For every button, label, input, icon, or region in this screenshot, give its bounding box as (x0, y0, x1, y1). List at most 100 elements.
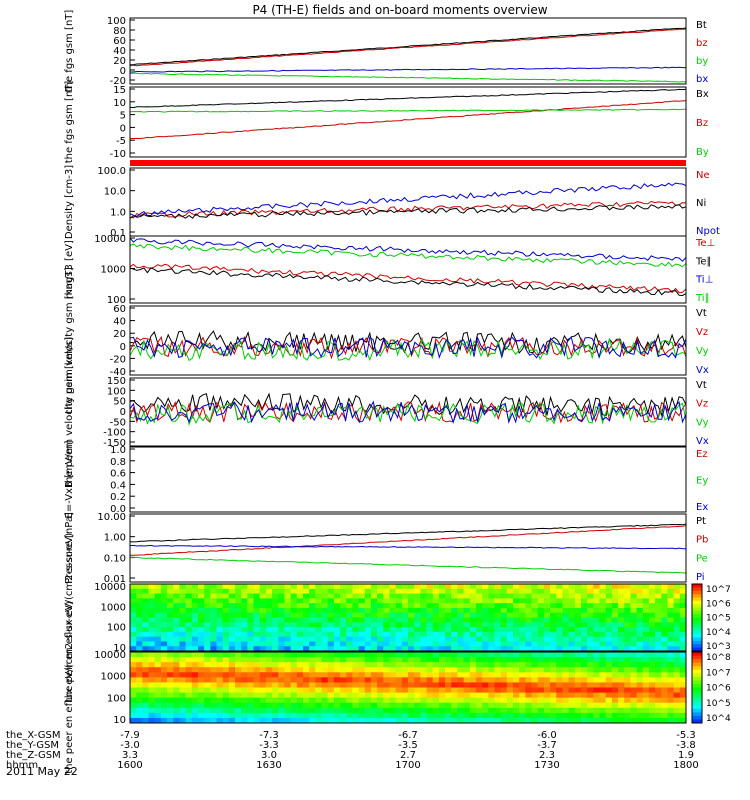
heatmap-cell (673, 612, 681, 618)
heatmap-cell (148, 697, 156, 704)
heatmap-cell (173, 607, 180, 614)
heatmap-cell (321, 636, 329, 642)
heatmap-cell (580, 677, 588, 683)
heatmap-cell (290, 652, 298, 658)
heatmap-cell (408, 617, 415, 623)
heatmap-cell (167, 612, 174, 618)
heatmap-cell (327, 662, 335, 668)
colorbar-cell (692, 587, 702, 592)
heatmap-cell (605, 588, 613, 595)
heatmap-cell (364, 697, 372, 704)
heatmap-cell (482, 692, 489, 699)
heatmap-cell (222, 598, 230, 604)
heatmap-cell (426, 667, 434, 673)
heatmap-cell (661, 598, 668, 604)
heatmap-cell (673, 712, 681, 719)
heatmap-cell (655, 603, 662, 609)
colorbar-cell (692, 614, 702, 618)
heatmap-cell (432, 631, 440, 638)
heatmap-cell (148, 631, 156, 638)
heatmap-cell (204, 662, 211, 668)
heatmap-cell (401, 662, 409, 668)
heatmap-cell (370, 717, 378, 724)
heatmap-cell (346, 677, 353, 683)
heatmap-cell (494, 617, 502, 623)
heatmap-cell (352, 692, 360, 699)
heatmap-cell (574, 588, 582, 595)
legend-entry: Vt (696, 380, 707, 391)
heatmap-cell (148, 646, 156, 652)
heatmap-cell (377, 636, 384, 642)
heatmap-cell (636, 672, 644, 678)
heatmap-cell (148, 588, 156, 595)
heatmap-cell (420, 636, 428, 642)
heatmap-cell (321, 657, 329, 663)
heatmap-cell (185, 717, 193, 724)
heatmap-cell (185, 652, 193, 658)
heatmap-cell (475, 617, 483, 623)
heatmap-cell (513, 612, 520, 618)
heatmap-cell (475, 598, 483, 604)
heatmap-cell (401, 657, 409, 663)
heatmap-cell (513, 662, 520, 668)
heatmap-cell (228, 717, 236, 724)
heatmap-cell (160, 617, 168, 623)
heatmap-cell (185, 687, 193, 694)
heatmap-cell (346, 657, 353, 663)
heatmap-cell (593, 603, 601, 609)
heatmap-cell (191, 697, 199, 704)
heatmap-cell (445, 707, 452, 714)
heatmap-cell (364, 657, 372, 663)
heatmap-cell (216, 692, 224, 699)
heatmap-cell (130, 672, 137, 678)
heatmap-cell (148, 612, 156, 618)
heatmap-cell (636, 607, 644, 614)
colorbar-label: 10^6 (706, 599, 731, 609)
heatmap-cell (655, 641, 662, 647)
colorbar-cell (692, 644, 702, 649)
heatmap-cell (370, 636, 378, 642)
heatmap-cell (445, 646, 452, 652)
heatmap-cell (408, 667, 415, 673)
heatmap-cell (346, 672, 353, 678)
heatmap-cell (154, 712, 162, 719)
heatmap-cell (352, 677, 360, 683)
heatmap-cell (673, 702, 681, 709)
heatmap-cell (160, 607, 168, 614)
heatmap-cell (673, 672, 681, 678)
ephemeris-value: -7.3 (259, 730, 279, 741)
heatmap-cell (352, 682, 360, 688)
heatmap-cell (142, 697, 150, 704)
heatmap-cell (469, 652, 477, 658)
colorbar-label: 10^8 (706, 653, 731, 663)
heatmap-cell (531, 717, 539, 724)
series-line-Pt (129, 523, 687, 543)
heatmap-cell (414, 707, 421, 714)
heatmap-cell (278, 697, 285, 704)
heatmap-cell (333, 588, 341, 595)
heatmap-cell (574, 603, 582, 609)
heatmap-cell (321, 687, 329, 694)
heatmap-cell (519, 584, 526, 590)
heatmap-cell (173, 617, 180, 623)
heatmap-cell (679, 697, 687, 704)
heatmap-cell (204, 636, 211, 642)
heatmap-cell (543, 672, 551, 678)
heatmap-cell (426, 627, 434, 633)
heatmap-cell (562, 636, 570, 642)
heatmap-cell (432, 657, 440, 663)
heatmap-cell (655, 636, 662, 642)
heatmap-cell (278, 631, 285, 638)
heatmap-cell (636, 652, 644, 658)
heatmap-cell (543, 584, 551, 590)
heatmap-cell (321, 672, 329, 678)
heatmap-cell (506, 636, 514, 642)
heatmap-cell (278, 636, 285, 642)
heatmap-cell (333, 652, 341, 658)
heatmap-cell (315, 631, 323, 638)
heatmap-cell (401, 584, 409, 590)
heatmap-cell (420, 702, 428, 709)
heatmap-cell (210, 617, 217, 623)
heatmap-cell (272, 692, 279, 699)
